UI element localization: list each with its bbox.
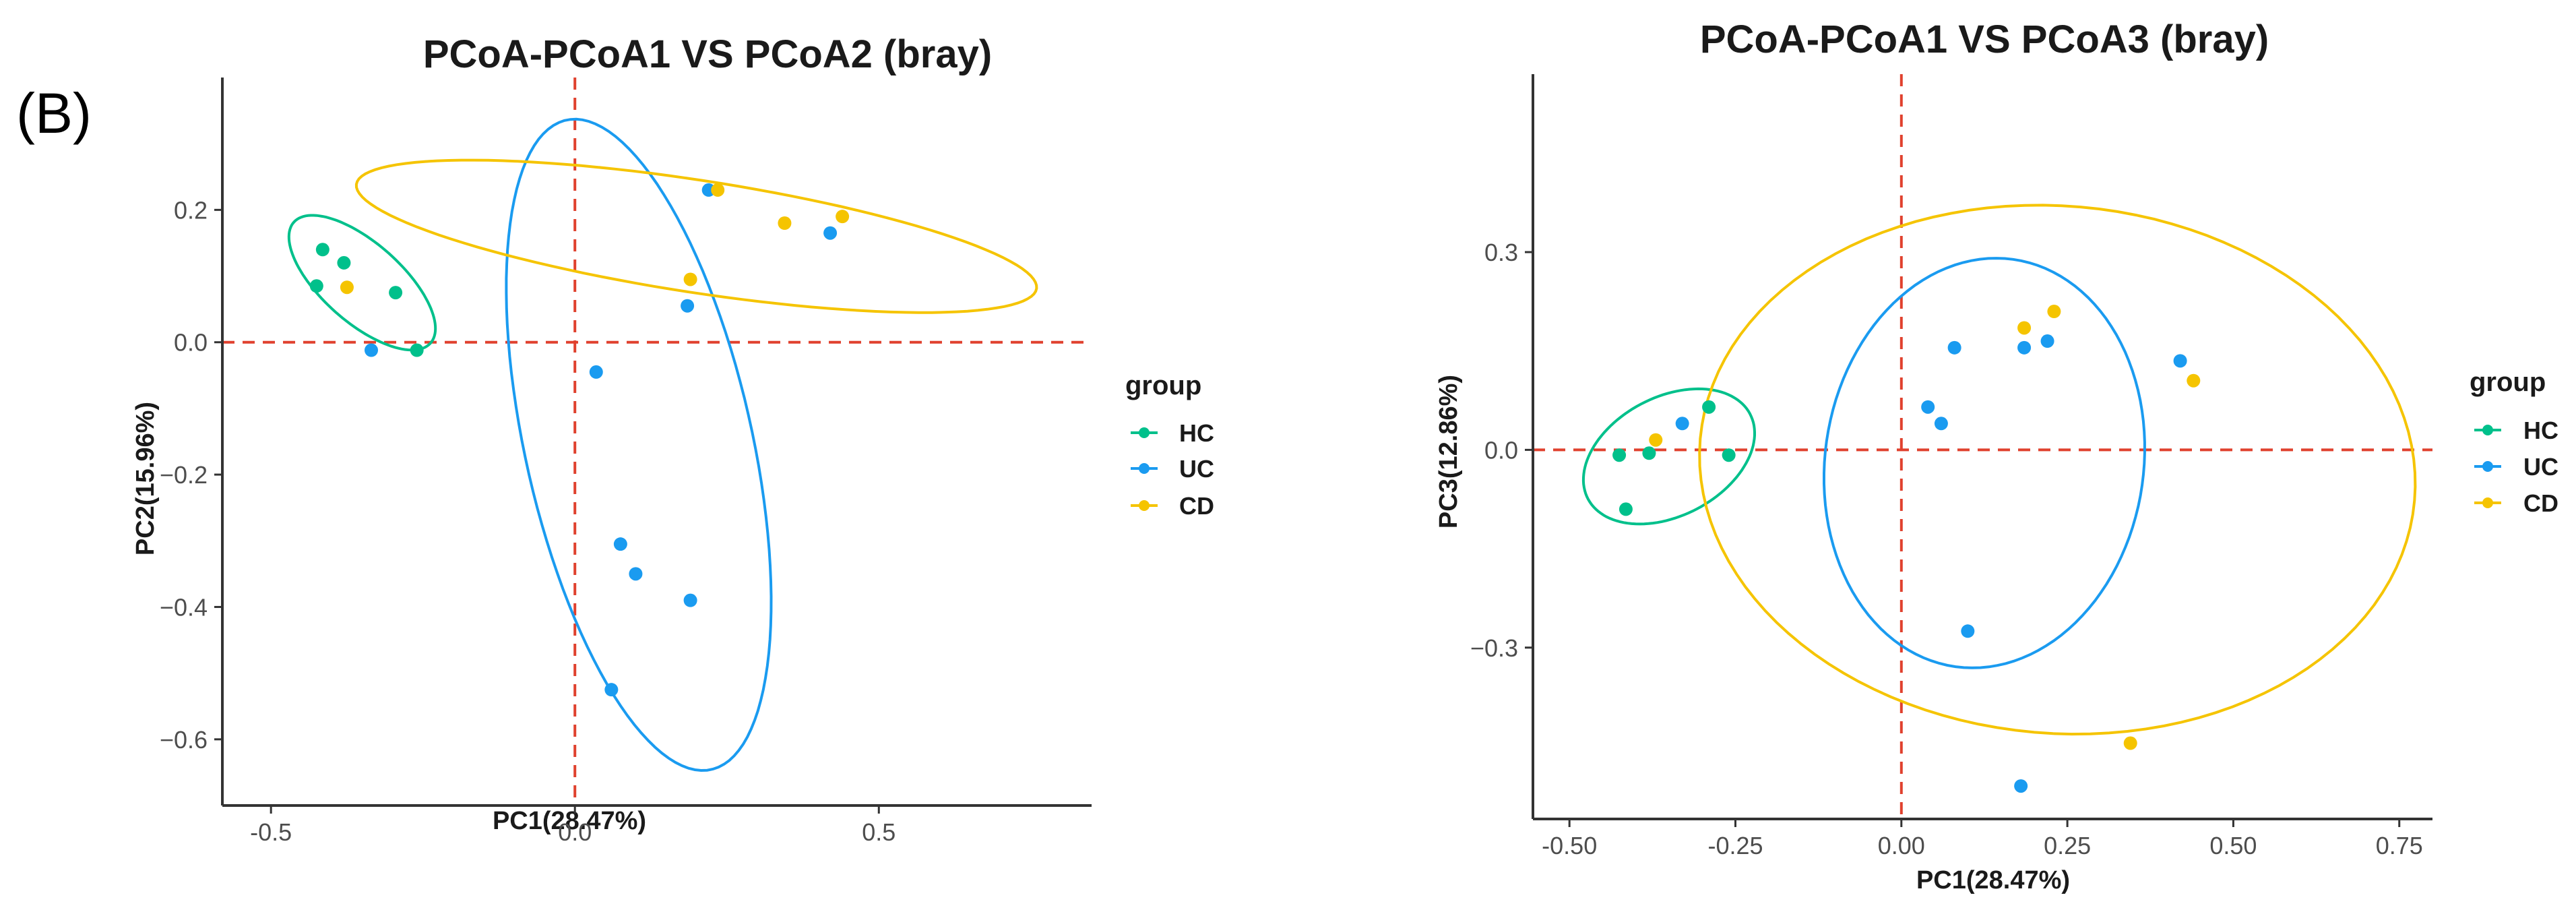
point-hc — [410, 343, 424, 357]
point-cd — [778, 216, 792, 230]
legend-label-uc: UC — [1179, 455, 1214, 483]
x-tick-label: 0.50 — [2209, 832, 2257, 859]
x-tick-label: 0.75 — [2376, 832, 2423, 859]
y-tick-label: −0.2 — [160, 461, 208, 489]
y-tick-label: −0.6 — [160, 726, 208, 754]
point-cd — [683, 272, 697, 286]
point-cd — [340, 280, 354, 295]
plot-area: -0.50 -0.25 0.00 0.25 0.50 0.75 0.3 0.0 −0.3 — [1470, 74, 2432, 859]
point-uc — [2017, 340, 2032, 355]
point-uc — [2014, 779, 2028, 793]
x-tick-label: 0.0 — [558, 818, 592, 846]
point-uc — [1961, 624, 1975, 638]
ellipse-cd — [354, 158, 1038, 314]
x-axis-label: PC1(28.47%) — [1916, 866, 2070, 894]
legend-key-dot — [1139, 500, 1150, 511]
ellipse-hc — [287, 214, 437, 352]
point-uc — [589, 365, 603, 379]
ellipse-uc — [505, 117, 773, 772]
point-uc — [681, 299, 695, 313]
x-tick-label: 0.25 — [2044, 832, 2091, 859]
x-tick-label: -0.25 — [1707, 832, 1763, 859]
x-axis-label: PC1(28.47%) — [493, 807, 646, 835]
x-tick-label: -0.50 — [1542, 832, 1597, 859]
point-uc — [683, 593, 697, 607]
y-tick-label: 0.3 — [1484, 239, 1518, 266]
legend-key-dot — [2482, 461, 2493, 472]
x-tick-label: 0.00 — [1878, 832, 1925, 859]
point-uc — [629, 567, 643, 581]
point-uc — [1921, 400, 1935, 414]
legend-item-uc: UC — [2474, 453, 2558, 481]
x-tick-label: 0.5 — [862, 818, 896, 846]
point-cd — [2017, 321, 2032, 335]
point-hc — [1702, 400, 1716, 414]
point-uc — [2173, 354, 2187, 368]
y-tick-label: 0.0 — [174, 329, 208, 357]
point-uc — [365, 343, 379, 357]
point-cd — [2047, 305, 2061, 319]
legend-title: group — [2470, 367, 2546, 397]
point-cd — [2123, 736, 2137, 750]
legend-label-cd: CD — [1179, 492, 1214, 520]
point-cd — [1649, 433, 1663, 447]
y-tick-label: 0.2 — [174, 196, 208, 224]
point-cd — [2187, 373, 2201, 388]
chart-pcoa1-vs-pcoa3: PCoA-PCoA1 VS PCoA3 (bray) PC1(28.47%) P… — [1435, 18, 2558, 894]
legend-key-dot — [2482, 497, 2493, 508]
plot-area: -0.5 0.0 0.5 0.2 0.0 −0.2 −0.4 −0.6 — [160, 78, 1092, 846]
chart-pcoa1-vs-pcoa2: PCoA-PCoA1 VS PCoA2 (bray) PC1(28.47%) P… — [131, 32, 1214, 846]
legend-key-dot — [1139, 463, 1150, 474]
point-hc — [1612, 448, 1627, 462]
ellipse-cd — [1698, 204, 2417, 736]
y-axis-label: PC2(15.96%) — [131, 402, 160, 555]
ellipse-hc — [1581, 387, 1756, 526]
legend-label-hc: HC — [1179, 419, 1214, 447]
chart-title: PCoA-PCoA1 VS PCoA2 (bray) — [423, 32, 992, 76]
point-uc — [1675, 417, 1689, 431]
legend-title: group — [1125, 371, 1201, 400]
point-hc — [337, 255, 351, 270]
legend-key-dot — [1139, 427, 1150, 438]
legend-label-hc: HC — [2523, 417, 2558, 444]
legend-label-cd: CD — [2523, 489, 2558, 517]
point-hc — [1642, 446, 1656, 460]
y-tick-label: −0.3 — [1470, 634, 1518, 662]
point-uc — [1934, 417, 1948, 431]
point-cd — [836, 210, 850, 224]
legend-item-cd: CD — [1131, 492, 1214, 520]
ellipse-uc — [1823, 257, 2146, 669]
legend-item-uc: UC — [1131, 455, 1214, 483]
legend-key-dot — [2482, 425, 2493, 435]
chart-title: PCoA-PCoA1 VS PCoA3 (bray) — [1700, 18, 2269, 61]
point-uc — [604, 683, 619, 697]
point-hc — [315, 243, 329, 257]
legend-label-uc: UC — [2523, 453, 2558, 481]
y-tick-label: −0.4 — [160, 593, 208, 621]
x-tick-label: -0.5 — [250, 818, 292, 846]
point-hc — [1619, 502, 1633, 516]
legend-item-cd: CD — [2474, 489, 2558, 517]
legend-item-hc: HC — [2474, 417, 2558, 444]
point-uc — [823, 226, 838, 240]
point-hc — [309, 279, 323, 293]
legend-item-hc: HC — [1131, 419, 1214, 447]
point-uc — [1947, 340, 1961, 355]
y-tick-label: 0.0 — [1484, 436, 1518, 464]
point-uc — [613, 537, 627, 551]
y-axis-label: PC3(12.86%) — [1435, 375, 1463, 528]
point-hc — [1722, 448, 1736, 462]
point-uc — [2040, 334, 2054, 348]
point-hc — [389, 286, 403, 300]
panel-label: (B) — [16, 82, 92, 145]
point-cd — [711, 183, 725, 197]
